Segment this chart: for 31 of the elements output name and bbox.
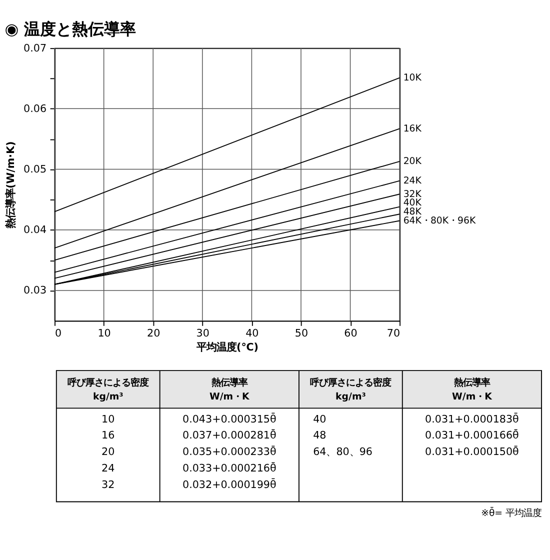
y-axis-title: 熱伝導率(W/m·K) [5, 141, 18, 230]
y-tick-label: 0.03 [24, 284, 47, 297]
text: 32 0.032+0.000199θ̄ [102, 479, 276, 492]
series-label: 48K [403, 206, 422, 218]
text: 16 0.037+0.000281θ̄ 48 0.031+0.000166θ̄ [102, 430, 519, 442]
series-label: 16K [403, 123, 422, 134]
x-tick-label: 60 [344, 327, 358, 340]
text: ※θ̄= 平均温度 [481, 507, 542, 519]
y-tick-label: 0.05 [24, 164, 47, 176]
y-tick-label: 0.07 [24, 42, 47, 54]
series-label: 40K [403, 198, 422, 209]
x-tick-label: 0 [55, 327, 62, 340]
series-label: 10K [403, 72, 422, 84]
series-label: 24K [403, 176, 422, 187]
x-tick-label: 30 [196, 327, 210, 340]
text: 呼び厚さによる密度 kg/m³ 熱伝導率 W/m・K 呼び厚さによる密度 kg/m³ 熱伝導率 W/m・K [68, 378, 492, 403]
text: 24 0.033+0.000216θ̄ [102, 462, 276, 475]
x-tick-label: 40 [246, 327, 259, 340]
x-tick-label: 20 [147, 327, 160, 340]
chart-title: ◉ 温度と熱伝導率 [4, 19, 136, 38]
x-tick-label: 50 [294, 327, 308, 340]
x-tick-label: 10 [98, 327, 111, 340]
text: 10 0.043+0.000315θ̄ 40 0.031+0.000183θ̄ [102, 413, 519, 426]
y-tick-label: 0.06 [24, 102, 47, 115]
series-label: 64K・80K・96K [403, 216, 476, 227]
y-tick-label: 0.04 [24, 224, 47, 236]
x-axis-title: 平均温度(℃) [196, 341, 258, 354]
x-tick-label: 70 [386, 327, 400, 340]
text: 20 0.035+0.000233θ̄ 64、80、96 0.031+0.000150θ̄ [102, 446, 519, 458]
series-label: 20K [403, 156, 422, 168]
series-label: 32K [403, 188, 422, 200]
